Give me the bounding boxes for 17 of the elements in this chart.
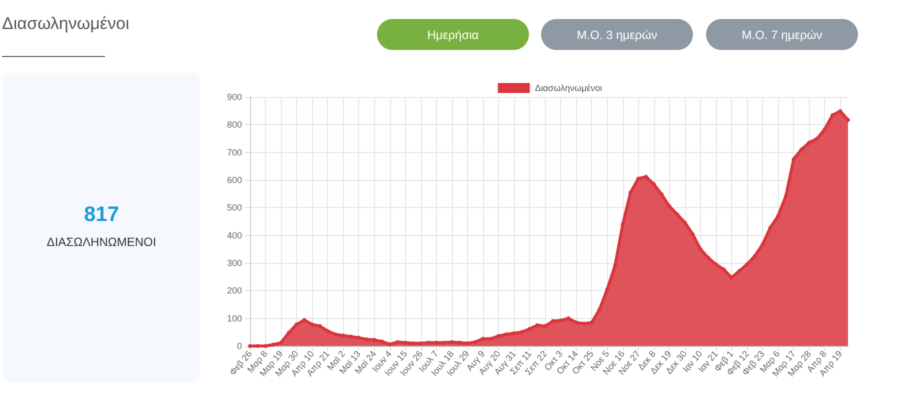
text: Διασωληνωμένοι [2, 14, 130, 34]
y-tick-label: 800 [226, 120, 242, 130]
y-tick-label: 200 [226, 286, 242, 296]
text: Ημερήσια [377, 19, 529, 50]
y-tick-label: 900 [226, 92, 242, 102]
y-tick-label: 100 [226, 313, 242, 324]
y-tick-label: 300 [226, 258, 242, 268]
y-tick-label: 700 [226, 147, 242, 158]
text: 817 [82, 203, 120, 227]
text: Μ.Ο. 3 ημερών [541, 19, 693, 50]
y-tick-label: 600 [226, 175, 242, 185]
y-tick-label: 500 [226, 202, 242, 213]
text: ΔΙΑΣΩΛΗΝΩΜΕΝΟΙ [46, 235, 158, 249]
y-tick-label: 400 [226, 230, 242, 240]
legend-label: Διασωληνωμένοι [534, 83, 602, 93]
y-tick-label: 0 [236, 341, 242, 351]
text: Μ.Ο. 7 ημερών [706, 19, 858, 50]
